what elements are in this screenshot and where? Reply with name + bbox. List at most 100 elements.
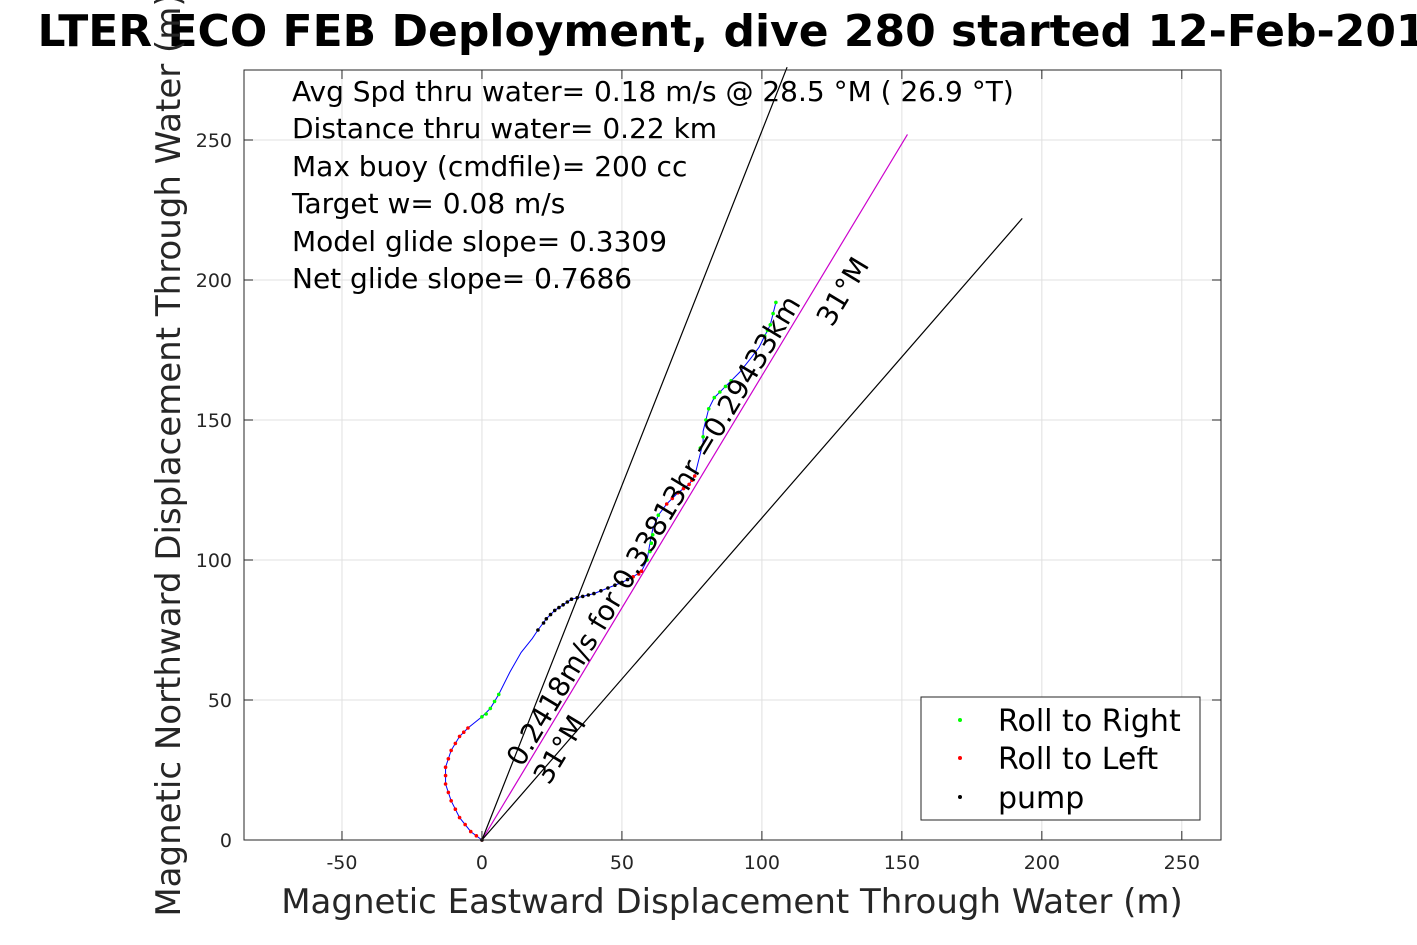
reference-line-upper-bound <box>481 66 788 841</box>
point-pump <box>625 577 630 582</box>
point-pump <box>606 586 610 590</box>
legend-box <box>920 696 1201 821</box>
point-roll-to-right <box>645 558 649 562</box>
legend-marker-roll-right <box>958 718 962 722</box>
legend-label-roll-left: Roll to Left <box>998 742 1158 777</box>
point-roll-to-left <box>639 569 644 573</box>
point-roll-to-right <box>656 513 661 517</box>
point-roll-to-left <box>474 834 479 838</box>
point-roll-to-left <box>664 502 669 506</box>
legend-marker-roll-left <box>958 756 962 760</box>
point-roll-to-right <box>765 328 770 333</box>
x-tick-label: 50 <box>610 852 634 874</box>
point-roll-to-left <box>446 790 451 795</box>
point-roll-to-right <box>706 407 711 411</box>
point-roll-to-left <box>636 572 641 576</box>
point-roll-to-right <box>649 541 654 545</box>
point-pump <box>580 594 585 599</box>
point-roll-to-left <box>692 474 697 478</box>
point-roll-to-left <box>468 829 473 834</box>
point-roll-to-left <box>463 822 467 827</box>
point-roll-to-right <box>729 379 733 383</box>
y-tick-label: 100 <box>196 550 232 572</box>
chart-title: LTER ECO FEB Deployment, dive 280 starte… <box>37 6 1417 57</box>
reference-lines <box>481 66 1023 841</box>
y-tick-label: 50 <box>208 690 232 712</box>
point-roll-to-left <box>466 726 470 730</box>
point-pump <box>548 612 553 617</box>
annotation-line: Avg Spd thru water= 0.18 m/s @ 28.5 °M (… <box>292 75 1014 108</box>
point-roll-to-left <box>676 491 680 495</box>
reference-line-lower-bound <box>481 218 1023 841</box>
y-tick-label: 250 <box>196 130 232 152</box>
x-tick-label: 100 <box>744 852 780 874</box>
point-roll-to-left <box>670 496 675 501</box>
point-pump <box>569 597 574 601</box>
point-roll-to-left <box>687 482 691 487</box>
y-tick-label: 200 <box>196 270 232 292</box>
x-tick-label: 0 <box>476 852 488 874</box>
point-roll-to-left <box>446 757 451 761</box>
point-roll-to-left <box>443 782 448 786</box>
point-roll-to-left <box>690 478 694 483</box>
point-roll-to-left <box>449 748 453 753</box>
legend-label-roll-right: Roll to Right <box>998 704 1181 739</box>
x-tick-label: 150 <box>884 852 920 874</box>
x-axis-label: Magnetic Eastward Displacement Through W… <box>281 882 1183 922</box>
point-roll-to-right <box>768 323 773 327</box>
point-pump <box>575 596 579 600</box>
x-tick-label: 200 <box>1024 852 1060 874</box>
tick-labels: -50 0 50 100 150 200 250 0 50 100 150 200 250 <box>196 130 1200 874</box>
y-tick-label: 150 <box>196 410 232 432</box>
point-roll-to-right <box>723 384 728 389</box>
point-roll-to-right <box>650 533 655 537</box>
point-roll-to-left <box>449 799 453 803</box>
point-roll-to-right <box>484 712 488 716</box>
point-pump <box>557 605 561 610</box>
point-roll-to-right <box>698 446 703 450</box>
point-pump <box>536 628 540 632</box>
point-roll-to-right <box>771 311 775 316</box>
point-roll-to-left <box>453 807 458 811</box>
point-roll-to-right <box>492 699 497 704</box>
point-roll-to-right <box>488 706 493 711</box>
point-roll-to-right <box>718 390 722 394</box>
point-roll-to-left <box>457 815 462 820</box>
point-roll-to-right <box>774 300 778 305</box>
point-pump <box>565 600 570 604</box>
point-pump <box>599 589 603 593</box>
axes-box <box>243 69 1222 841</box>
point-roll-to-left <box>681 486 686 491</box>
legend-marker-pump <box>958 795 962 799</box>
annotation-line: Target w= 0.08 m/s <box>291 187 565 220</box>
point-roll-to-right <box>762 334 767 338</box>
stats-annotations: Avg Spd thru water= 0.18 m/s @ 28.5 °M (… <box>291 75 1014 295</box>
x-tick-label: -50 <box>326 852 357 874</box>
point-pump <box>552 608 557 613</box>
annotation-line: Max buoy (cmdfile)= 200 cc <box>292 150 687 183</box>
point-roll-to-right <box>480 715 484 719</box>
point-roll-to-left <box>443 765 448 769</box>
annotation-line: Model glide slope= 0.3309 <box>292 225 667 258</box>
point-roll-to-right <box>701 435 705 439</box>
point-pump <box>592 591 596 596</box>
point-pump <box>586 593 591 597</box>
legend: Roll to Right Roll to Left pump <box>920 696 1201 821</box>
legend-label-pump: pump <box>998 781 1084 816</box>
point-roll-to-left <box>453 741 458 746</box>
tick-marks <box>244 70 1221 841</box>
annotation-line: Distance thru water= 0.22 km <box>292 112 717 145</box>
point-pump <box>561 603 565 607</box>
point-roll-to-left <box>457 734 462 739</box>
y-axis-label: Magnetic Northward Displacement Through … <box>149 0 189 917</box>
annotation-line: Net glide slope= 0.7686 <box>292 262 632 295</box>
point-roll-to-left <box>443 773 448 778</box>
point-pump <box>544 617 549 621</box>
point-roll-to-right <box>712 395 717 400</box>
y-tick-label: 0 <box>220 830 232 852</box>
x-tick-label: 250 <box>1164 852 1200 874</box>
point-pump <box>620 580 624 585</box>
point-roll-to-right <box>704 418 708 422</box>
point-roll-to-right <box>648 549 652 554</box>
